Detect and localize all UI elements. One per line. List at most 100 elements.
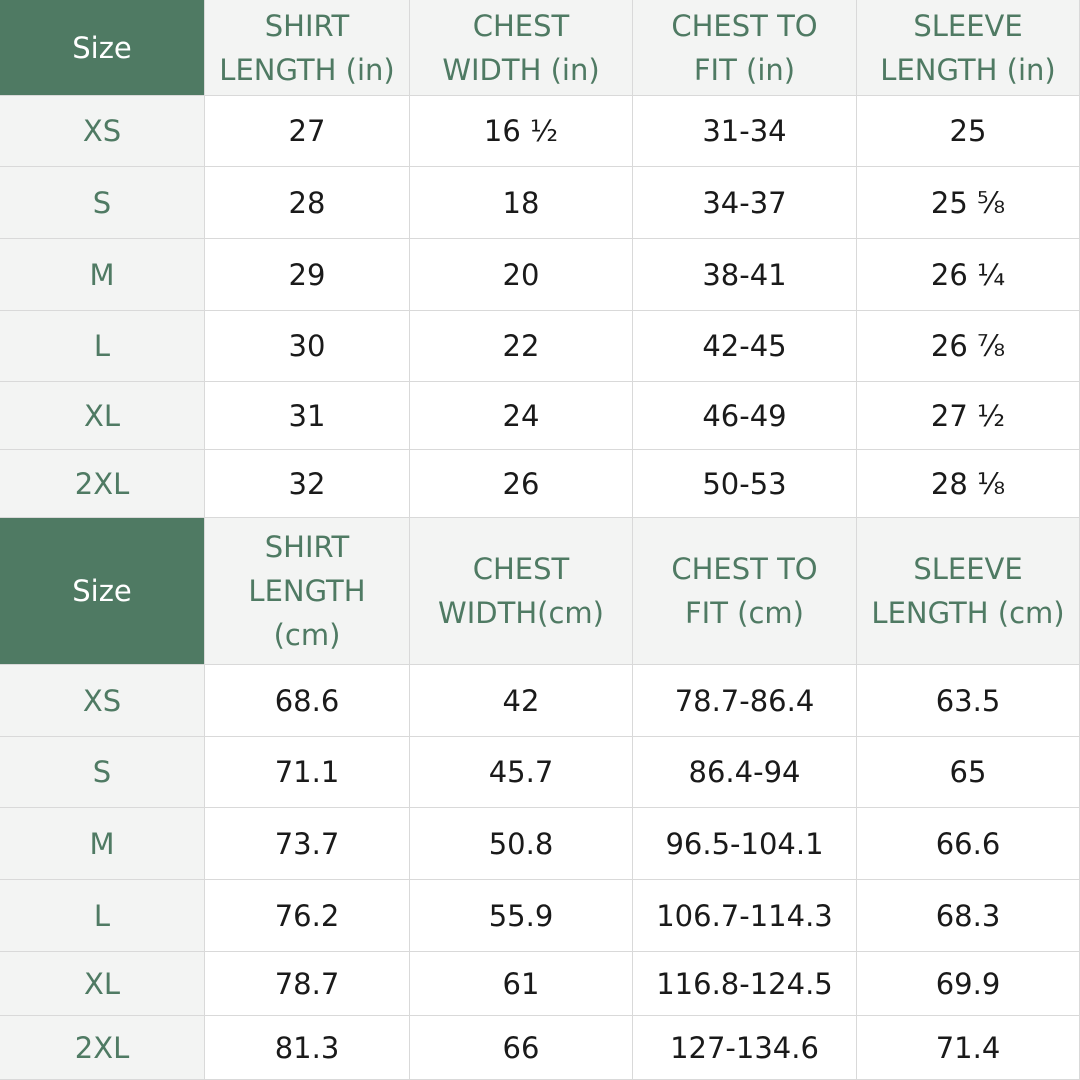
measurement: 78.7 <box>205 952 410 1016</box>
size-text: XS <box>82 114 122 148</box>
size-label: 2XL <box>0 450 205 518</box>
value-text: 46-49 <box>702 398 787 433</box>
header-line: LENGTH (in) <box>880 52 1056 87</box>
size-label: 2XL <box>0 1016 205 1080</box>
measurement: 66.6 <box>857 808 1080 880</box>
value-text: 29 <box>288 257 326 292</box>
size-text: L <box>93 898 111 933</box>
value-text: 34-37 <box>702 185 787 220</box>
measurement: 26 ⅞ <box>857 311 1080 382</box>
header-line: FIT (cm) <box>685 596 804 630</box>
size-label: L <box>0 880 205 952</box>
size-header: Size <box>0 518 205 665</box>
value-text: 96.5-104.1 <box>665 826 824 861</box>
measurement: 73.7 <box>205 808 410 880</box>
measurement: 24 <box>410 382 633 450</box>
measurement: 25 ⅝ <box>857 167 1080 239</box>
measurement: 71.1 <box>205 737 410 808</box>
measurement: 116.8-124.5 <box>633 952 857 1016</box>
value-text: 27 <box>288 114 326 148</box>
value-text: 31-34 <box>702 114 787 148</box>
measurement: 61 <box>410 952 633 1016</box>
value-text: 106.7-114.3 <box>656 898 833 933</box>
measurement: 63.5 <box>857 665 1080 737</box>
value-text: 20 <box>502 257 540 292</box>
measurement: 28 <box>205 167 410 239</box>
value-text: 26 ⅞ <box>930 329 1006 363</box>
size-label: XS <box>0 96 205 167</box>
header-line: CHEST TO <box>671 552 818 586</box>
measurement: 32 <box>205 450 410 518</box>
measurement: 27 ½ <box>857 382 1080 450</box>
measurement: 38-41 <box>633 239 857 311</box>
measurement: 16 ½ <box>410 96 633 167</box>
measurement: 127-134.6 <box>633 1016 857 1080</box>
size-text: XS <box>82 683 122 718</box>
value-text: 66.6 <box>935 826 1001 861</box>
value-text: 42 <box>502 683 540 718</box>
header-line: SHIRT <box>264 8 350 43</box>
measurement: 31-34 <box>633 96 857 167</box>
column-header: SLEEVE LENGTH (in) <box>857 0 1080 96</box>
header-line: WIDTH (in) <box>442 52 600 87</box>
value-text: 25 <box>949 114 987 148</box>
measurement: 34-37 <box>633 167 857 239</box>
measurement: 71.4 <box>857 1016 1080 1080</box>
size-label: XS <box>0 665 205 737</box>
measurement: 68.3 <box>857 880 1080 952</box>
measurement: 30 <box>205 311 410 382</box>
header-line: LENGTH (cm) <box>871 596 1065 630</box>
value-text: 38-41 <box>702 257 787 292</box>
header-text: Size <box>72 30 132 65</box>
measurement: 76.2 <box>205 880 410 952</box>
column-header: CHEST WIDTH(cm) <box>410 518 633 665</box>
value-text: 65 <box>949 755 987 789</box>
value-text: 69.9 <box>935 966 1001 1001</box>
header-line: (cm) <box>273 618 341 652</box>
header-line: FIT (in) <box>693 52 796 87</box>
measurement: 29 <box>205 239 410 311</box>
value-text: 81.3 <box>274 1030 340 1065</box>
value-text: 26 <box>502 466 540 501</box>
measurement: 26 ¼ <box>857 239 1080 311</box>
value-text: 16 ½ <box>483 114 559 148</box>
value-text: 22 <box>502 329 540 363</box>
size-text: M <box>89 257 115 292</box>
measurement: 45.7 <box>410 737 633 808</box>
value-text: 42-45 <box>702 329 787 363</box>
value-text: 31 <box>288 398 326 433</box>
measurement: 86.4-94 <box>633 737 857 808</box>
column-header: SHIRT LENGTH (in) <box>205 0 410 96</box>
header-line: LENGTH <box>248 574 366 608</box>
value-text: 73.7 <box>274 826 340 861</box>
value-text: 32 <box>288 466 326 501</box>
measurement: 20 <box>410 239 633 311</box>
size-label: S <box>0 737 205 808</box>
value-text: 71.4 <box>935 1030 1001 1065</box>
measurement: 31 <box>205 382 410 450</box>
measurement: 22 <box>410 311 633 382</box>
measurement: 27 <box>205 96 410 167</box>
measurement: 25 <box>857 96 1080 167</box>
measurement: 55.9 <box>410 880 633 952</box>
value-text: 66 <box>502 1030 540 1065</box>
size-text: L <box>93 329 111 363</box>
header-line: SHIRT <box>264 530 350 564</box>
measurement: 78.7-86.4 <box>633 665 857 737</box>
value-text: 50.8 <box>488 826 554 861</box>
size-text: XL <box>83 966 121 1001</box>
measurement: 50.8 <box>410 808 633 880</box>
measurement: 28 ⅛ <box>857 450 1080 518</box>
measurement: 65 <box>857 737 1080 808</box>
header-line: CHEST TO <box>671 8 818 43</box>
value-text: 71.1 <box>274 755 340 789</box>
measurement: 96.5-104.1 <box>633 808 857 880</box>
measurement: 68.6 <box>205 665 410 737</box>
size-label: M <box>0 239 205 311</box>
measurement: 42-45 <box>633 311 857 382</box>
column-header: CHEST WIDTH (in) <box>410 0 633 96</box>
value-text: 76.2 <box>274 898 340 933</box>
value-text: 30 <box>288 329 326 363</box>
measurement: 66 <box>410 1016 633 1080</box>
value-text: 78.7-86.4 <box>674 683 815 718</box>
